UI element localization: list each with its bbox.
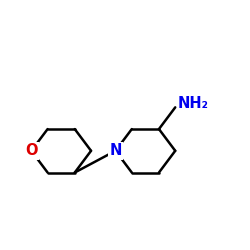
Text: O: O: [25, 143, 38, 158]
Text: NH₂: NH₂: [178, 96, 209, 111]
Text: N: N: [109, 143, 122, 158]
